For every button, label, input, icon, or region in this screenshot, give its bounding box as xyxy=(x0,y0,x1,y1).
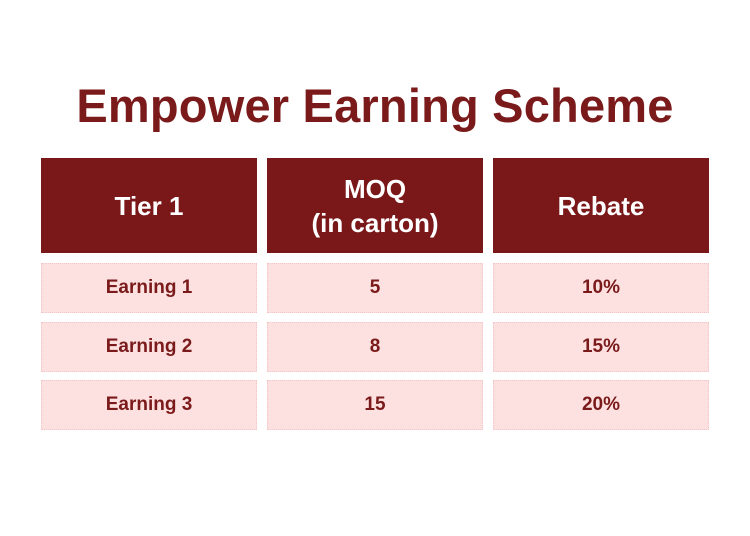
row-1-rebate: 10% xyxy=(493,263,709,313)
row-1-tier: Earning 1 xyxy=(41,263,257,313)
header-tier: Tier 1 xyxy=(41,158,257,253)
row-2-rebate: 15% xyxy=(493,322,709,372)
row-2-tier: Earning 2 xyxy=(41,322,257,372)
row-3-moq: 15 xyxy=(267,380,483,430)
header-rebate: Rebate xyxy=(493,158,709,253)
row-1-moq: 5 xyxy=(267,263,483,313)
page-title: Empower Earning Scheme xyxy=(76,79,674,132)
row-3-tier: Earning 3 xyxy=(41,380,257,430)
header-moq: MOQ (in carton) xyxy=(267,158,483,253)
row-2-moq: 8 xyxy=(267,322,483,372)
row-3-rebate: 20% xyxy=(493,380,709,430)
